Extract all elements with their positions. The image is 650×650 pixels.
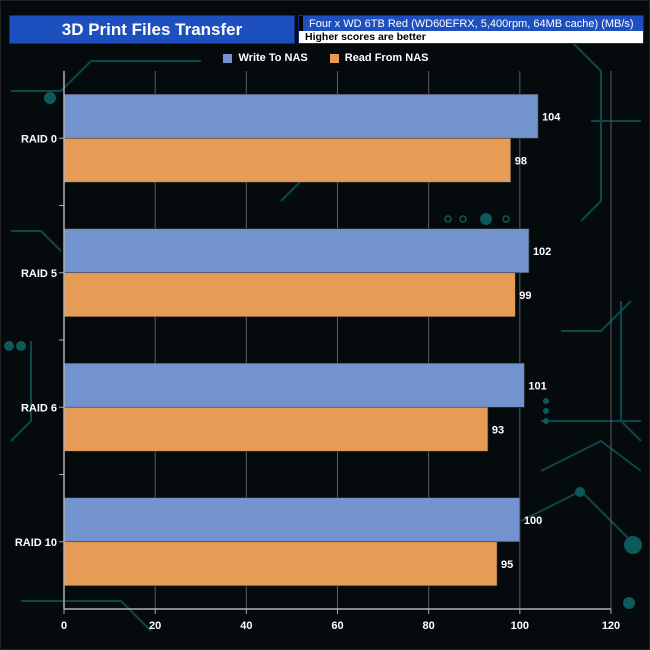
legend-swatch-write [223,53,233,63]
subtitle-box: Four x WD 6TB Red (WD60EFRX, 5,400rpm, 6… [298,15,644,44]
data-label: 93 [492,424,504,436]
data-label: 99 [519,290,531,302]
data-label: 98 [515,155,527,167]
bar-write [63,93,539,139]
chart-subtitle: Four x WD 6TB Red (WD60EFRX, 5,400rpm, 6… [299,16,643,31]
category-label: RAID 6 [21,402,57,414]
category-label: RAID 5 [21,268,57,280]
x-tick-label: 100 [511,620,529,632]
category-label: RAID 0 [21,133,57,145]
legend-label-read: Read From NAS [344,52,429,64]
x-tick-label: 60 [331,620,343,632]
chart-title: 3D Print Files Transfer [9,15,295,44]
x-tick-label: 20 [149,620,161,632]
legend-label-write: Write To NAS [238,52,308,64]
data-label: 102 [533,246,551,258]
chart-note: Higher scores are better [299,31,643,43]
legend: Write To NAS Read From NAS [1,52,649,64]
data-label: 95 [501,559,513,571]
bar-write [63,228,530,274]
category-label: RAID 10 [15,537,57,549]
data-label: 104 [542,111,561,123]
bar-read [63,137,512,183]
legend-item-read: Read From NAS [329,52,429,64]
x-tick-label: 120 [602,620,620,632]
x-tick-label: 80 [423,620,435,632]
bar-read [63,541,498,587]
bar-write [63,362,525,408]
x-tick-label: 40 [240,620,252,632]
x-tick-label: 0 [61,620,67,632]
bar-read [63,272,516,318]
bar-read [63,406,489,452]
data-label: 100 [524,515,542,527]
legend-swatch-read [329,53,339,63]
legend-item-write: Write To NAS [223,52,308,64]
data-label: 101 [528,380,546,392]
bar-write [63,497,521,543]
